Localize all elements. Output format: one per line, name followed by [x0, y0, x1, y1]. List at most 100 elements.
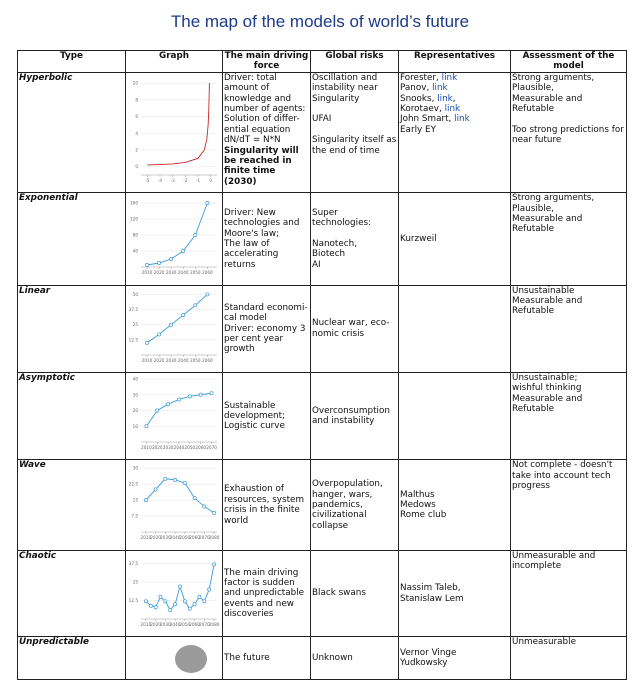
- line: Exhaustion of resources, system crisis i…: [224, 484, 305, 526]
- x-tick-label: 2080: [209, 535, 220, 540]
- x-tick-label: -2: [183, 178, 188, 183]
- driving-cell: Standard economi-cal model Driver: econom…: [222, 284, 311, 374]
- reps-cell: Nassim Taleb, Stanislaw Lem: [398, 549, 511, 638]
- y-tick-label: 40: [133, 377, 139, 382]
- y-tick-label: 25: [133, 322, 139, 327]
- data-point: [212, 562, 217, 567]
- table-row: Hyperbolic 0 2 4 6 8 10 -5 -4 -3 -2 -1 0 Driver: tota…: [17, 71, 627, 194]
- link[interactable]: link: [454, 114, 470, 125]
- paragraph: Strong arguments, Plausible, Measurable an…: [512, 194, 625, 235]
- line: UFAI: [312, 114, 332, 125]
- mini-chart: [175, 645, 207, 674]
- line: Overconsumption and instability: [312, 405, 390, 427]
- line: Panov, link: [400, 83, 509, 93]
- link[interactable]: link: [444, 104, 461, 115]
- line: Not complete - doesn't take into account…: [512, 460, 613, 492]
- data-point: [202, 504, 207, 509]
- line: John Smart, link: [400, 114, 509, 124]
- text: Forester,: [400, 72, 442, 83]
- x-tick-label: 2060: [189, 622, 200, 627]
- graph-cell: 10 20 30 40 2010 2020 2030 2040 2050 2060 2070: [125, 372, 223, 461]
- column-header: Type: [17, 50, 126, 73]
- text: John Smart,: [400, 114, 455, 125]
- data-point: [148, 603, 153, 608]
- x-tick-label: -1: [196, 178, 201, 183]
- data-point: [182, 599, 187, 604]
- paragraph: Unmeasurable and incomplete: [512, 551, 625, 571]
- paragraph: Overpopulation, hanger, wars, pandemics,…: [312, 479, 397, 531]
- y-tick-label: 120: [130, 217, 138, 222]
- blob: [175, 645, 207, 674]
- x-tick-label: 2030: [163, 445, 174, 450]
- paragraph: Oscillation and instability near Singula…: [312, 73, 397, 104]
- x-tick-label: 2010: [142, 270, 153, 275]
- data-point: [145, 340, 149, 345]
- data-point: [193, 303, 198, 307]
- y-tick-label: 160: [130, 201, 138, 206]
- risks-cell: Nuclear war, eco-nomic crisis: [310, 284, 399, 374]
- link[interactable]: link: [441, 72, 458, 83]
- paragraph: Unknown: [312, 653, 397, 663]
- line: Refutable: [512, 224, 555, 235]
- link[interactable]: link: [432, 83, 448, 94]
- data-point: [197, 594, 202, 599]
- data-point: [192, 602, 197, 607]
- model-type: Asymptotic: [17, 372, 126, 461]
- y-tick-label: 0: [135, 164, 138, 169]
- y-tick-label: 50: [133, 292, 139, 297]
- paragraph: Vernor Vinge Yudkowsky: [400, 648, 509, 669]
- x-tick-label: 2030: [166, 358, 177, 363]
- paragraph: Too strong predictions for near future: [512, 125, 625, 146]
- column-header: Graph: [125, 50, 223, 73]
- data-point: [209, 391, 214, 396]
- reps-cell: Forester, link Panov, link Snooks, link, Ko…: [398, 71, 511, 194]
- data-point: [182, 481, 187, 486]
- line: Driver: total amount of knowledge and nu…: [224, 72, 306, 115]
- x-tick-label: 2060: [202, 270, 213, 275]
- assessment-cell: Unmeasurable and incomplete: [510, 549, 627, 638]
- data-point: [177, 397, 181, 402]
- y-tick-label: 80: [133, 233, 139, 238]
- x-tick-label: 2050: [180, 535, 191, 540]
- data-point: [205, 292, 210, 296]
- risks-cell: Overconsumption and instability: [310, 372, 399, 461]
- assessment-cell: Unmeasurable: [510, 636, 627, 680]
- driving-cell: Driver: New technologies and Moore's law…: [222, 192, 311, 286]
- table-row: Wave 7.5 15 22.5 30 2010 2020 2030 2040 2050 2060 2…: [17, 459, 627, 551]
- model-type: Exponential: [17, 192, 126, 286]
- data-point: [192, 496, 197, 501]
- line: Plausible,: [512, 203, 554, 214]
- x-tick-label: 2040: [170, 535, 181, 540]
- line: Unmeasurable: [512, 637, 576, 648]
- line: Measurable and: [512, 93, 583, 104]
- driving-cell: The main driving factor is sudden and un…: [222, 549, 311, 638]
- x-tick-label: 2040: [178, 270, 189, 275]
- line: Unknown: [312, 652, 353, 663]
- model-type: Hyperbolic: [17, 71, 126, 194]
- table-row: Chaotic 12.5 25 37.5 2010 2020 2030 2040 2050 206…: [17, 549, 627, 638]
- line: Driver: New technologies and Moore's law…: [224, 207, 300, 239]
- line: Unsustainable;: [512, 373, 578, 384]
- paragraph: Malthus Medows Rome club: [400, 490, 509, 521]
- data-point: [173, 602, 178, 607]
- link[interactable]: link: [437, 93, 453, 104]
- data-point: [178, 584, 182, 589]
- data-line: [147, 82, 210, 166]
- line: Malthus: [400, 489, 435, 500]
- column-header: Global risks: [310, 50, 399, 73]
- graph-cell: [125, 636, 223, 680]
- data-point: [143, 599, 148, 604]
- x-tick-label: -5: [145, 178, 150, 183]
- page-title: The map of the models of world’s future: [170, 12, 470, 31]
- reps-cell: [398, 284, 511, 374]
- x-tick-label: 2070: [206, 445, 217, 450]
- line: Driver: economy 3 per cent year growth: [224, 323, 306, 355]
- driving-cell: The future: [222, 636, 311, 680]
- line: Vernor Vinge: [400, 647, 457, 658]
- y-tick-label: 2: [135, 147, 138, 152]
- data-point: [163, 599, 168, 604]
- y-tick-label: 12.5: [129, 337, 139, 342]
- paragraph: Singularity itself as the end of time: [312, 135, 397, 156]
- x-tick-label: 2020: [154, 270, 165, 275]
- data-point: [157, 261, 162, 266]
